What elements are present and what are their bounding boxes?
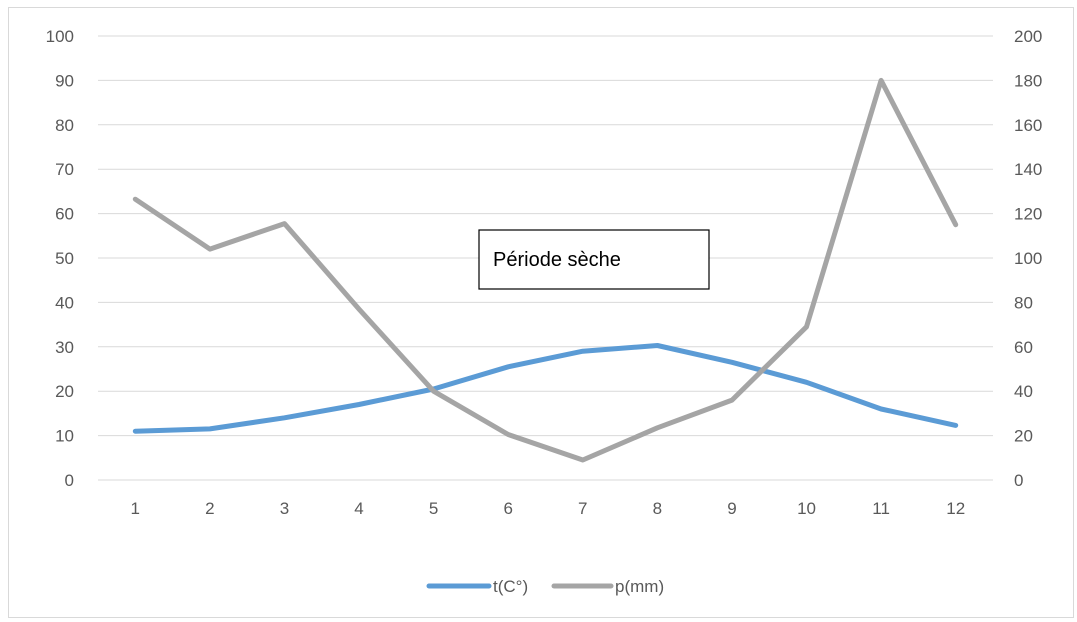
right-tick-label: 180 [1014, 71, 1042, 90]
left-tick-label: 90 [55, 71, 74, 90]
legend-label-2: p(mm) [615, 577, 664, 596]
left-tick-label: 20 [55, 382, 74, 401]
right-tick-label: 200 [1014, 27, 1042, 46]
annotation-text: Période sèche [493, 249, 621, 271]
right-tick-label: 20 [1014, 427, 1033, 446]
left-axis-ticks: 0 10 20 30 40 50 60 70 80 90 100 [46, 27, 74, 490]
right-tick-label: 80 [1014, 293, 1033, 312]
annotation-box: Période sèche [479, 230, 709, 289]
right-tick-label: 40 [1014, 382, 1033, 401]
left-tick-label: 100 [46, 27, 74, 46]
x-tick-label: 10 [797, 499, 816, 518]
x-tick-label: 7 [578, 499, 587, 518]
x-tick-label: 11 [872, 499, 890, 518]
left-tick-label: 70 [55, 160, 74, 179]
left-tick-label: 50 [55, 249, 74, 268]
x-tick-label: 1 [131, 499, 140, 518]
x-tick-label: 4 [354, 499, 363, 518]
left-tick-label: 30 [55, 338, 74, 357]
left-tick-label: 0 [65, 471, 74, 490]
legend-label-1: t(C°) [493, 577, 528, 596]
right-tick-label: 0 [1014, 471, 1023, 490]
right-tick-label: 160 [1014, 116, 1042, 135]
right-tick-label: 60 [1014, 338, 1033, 357]
x-tick-label: 5 [429, 499, 438, 518]
left-tick-label: 10 [55, 427, 74, 446]
left-tick-label: 80 [55, 116, 74, 135]
x-tick-label: 3 [280, 499, 289, 518]
right-tick-label: 120 [1014, 205, 1042, 224]
right-tick-label: 100 [1014, 249, 1042, 268]
series-line-1 [135, 346, 955, 432]
right-tick-label: 140 [1014, 160, 1042, 179]
x-tick-label: 6 [503, 499, 512, 518]
x-tick-label: 2 [205, 499, 214, 518]
x-tick-label: 12 [946, 499, 965, 518]
right-axis-ticks: 0 20 40 60 80 100 120 140 160 180 200 [1014, 27, 1042, 490]
x-tick-label: 9 [727, 499, 736, 518]
left-tick-label: 60 [55, 205, 74, 224]
legend: t(C°) p(mm) [429, 577, 664, 596]
x-tick-label: 8 [653, 499, 662, 518]
left-tick-label: 40 [55, 293, 74, 312]
